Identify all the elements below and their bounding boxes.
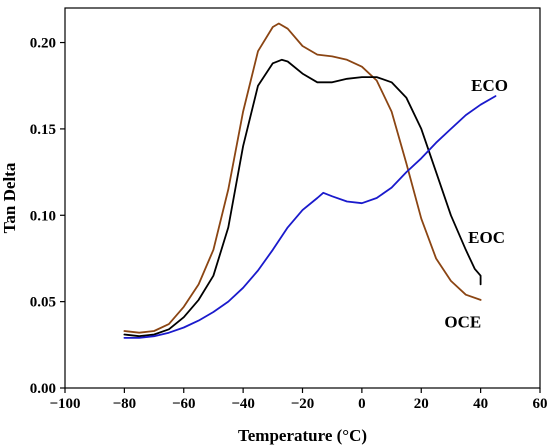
y-tick-label: 0.15 <box>30 122 56 138</box>
y-axis-title: Tan Delta <box>0 162 19 233</box>
x-tick-label: 40 <box>473 396 488 412</box>
series-label-eoc: EOC <box>468 228 505 247</box>
series-labels: ECO EOC OCE <box>444 76 508 332</box>
series-line-eco <box>123 95 497 339</box>
y-tick-label: 0.20 <box>30 36 56 52</box>
series-label-oce: OCE <box>444 313 481 332</box>
x-axis-title: Temperature (°C) <box>238 426 367 445</box>
x-tick-label: 60 <box>533 396 548 412</box>
series-layer <box>123 22 497 339</box>
series-label-eco: ECO <box>471 76 508 95</box>
x-tick-label: −60 <box>172 396 196 412</box>
series-line-oce <box>123 22 482 334</box>
x-tick-label: −40 <box>231 396 255 412</box>
x-tick-label: 0 <box>358 396 366 412</box>
y-axis: 0.00 0.05 0.10 0.15 0.20 <box>30 36 65 397</box>
y-tick-label: 0.10 <box>30 208 56 224</box>
series-line-eoc <box>123 58 482 338</box>
x-axis: −100 −80 −60 −40 −20 0 20 40 60 <box>49 388 548 412</box>
y-tick-label: 0.05 <box>30 295 56 311</box>
x-tick-label: 20 <box>414 396 429 412</box>
y-tick-label: 0.00 <box>30 381 56 397</box>
x-tick-label: −80 <box>113 396 137 412</box>
x-tick-label: −20 <box>291 396 315 412</box>
x-tick-label: −100 <box>49 396 80 412</box>
